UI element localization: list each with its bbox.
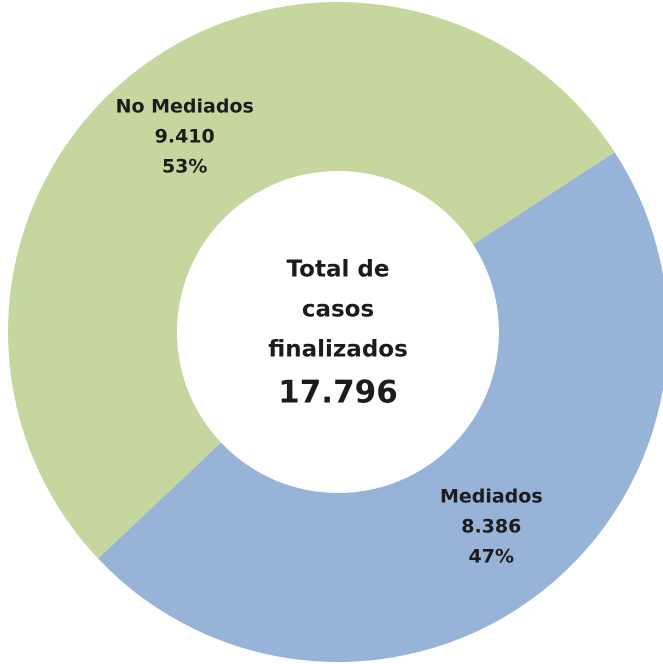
slice-value: 8.386 (461, 515, 521, 537)
slice-label: No Mediados (116, 96, 254, 118)
slice-percent: 53% (162, 156, 207, 178)
center-label: Total de (287, 257, 390, 283)
donut-slice (98, 152, 663, 662)
slice-percent: 47% (469, 545, 514, 567)
center-total: 17.796 (278, 375, 398, 411)
donut-slice (8, 2, 615, 559)
center-label: casos (302, 297, 374, 323)
center-label: finalizados (268, 337, 408, 363)
slice-label: Mediados (440, 485, 543, 507)
slice-value: 9.410 (155, 126, 215, 148)
